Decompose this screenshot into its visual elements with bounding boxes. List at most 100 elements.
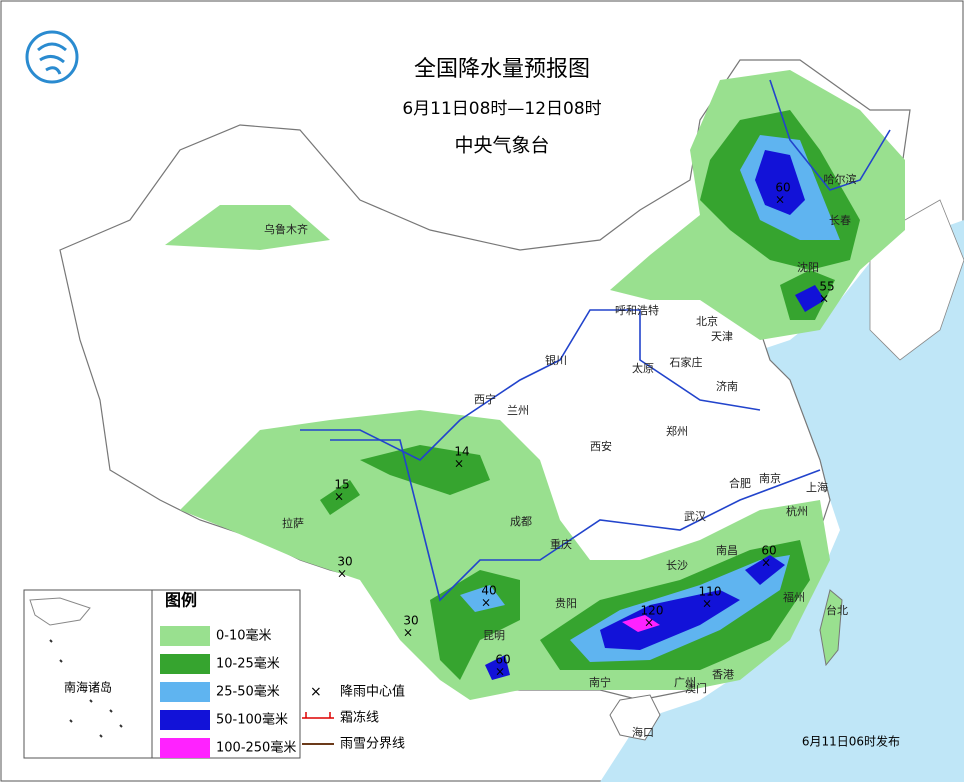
legend-label: 25-50毫米 — [216, 684, 280, 700]
rain-center-value: 30 — [337, 555, 352, 569]
legend-label: 0-10毫米 — [216, 628, 272, 644]
legend-symbol-label: 雨雪分界线 — [340, 737, 405, 752]
legend-label: 10-25毫米 — [216, 656, 280, 672]
legend-swatch — [160, 710, 210, 730]
rain-center-mark: × — [334, 490, 344, 504]
rain-center-mark: × — [337, 567, 347, 581]
sea — [600, 220, 964, 782]
city-label: 西宁 — [474, 392, 496, 406]
rain-center-value: 30 — [403, 614, 418, 628]
legend-label: 100-250毫米 — [216, 740, 296, 756]
city-label: 重庆 — [550, 537, 572, 551]
city-label: 西安 — [590, 439, 612, 453]
city-label: 南昌 — [716, 544, 738, 557]
rain-center-mark: × — [481, 596, 491, 610]
zone-50-100 — [600, 590, 740, 650]
zone-50-100 — [755, 150, 805, 215]
city-label: 福州 — [783, 590, 805, 604]
city-label: 济南 — [716, 379, 738, 393]
agency: 中央气象台 — [454, 135, 549, 157]
legend-symbol-label: 降雨中心值 — [340, 684, 405, 700]
zone-0-10 — [165, 205, 330, 250]
issued-time: 6月11日06时发布 — [802, 734, 900, 749]
city-label: 银川 — [545, 353, 567, 367]
city-label: 香港 — [712, 668, 734, 681]
city-label: 长沙 — [666, 559, 688, 572]
city-label: 乌鲁木齐 — [264, 222, 308, 236]
rain-center-mark: × — [644, 616, 654, 630]
map-title: 全国降水量预报图 — [414, 57, 590, 82]
rain-center-mark: × — [819, 292, 829, 306]
rain-center-value: 60 — [761, 544, 776, 558]
inset-coast — [29, 597, 91, 626]
legend-symbol — [302, 712, 334, 719]
rain-center-value: 60 — [495, 653, 510, 667]
zone-10-25 — [360, 445, 490, 495]
inset-islands — [49, 639, 123, 738]
zone-25-50 — [460, 585, 505, 612]
logo-mark — [37, 42, 67, 75]
legend-swatch — [160, 738, 210, 758]
city-label: 兰州 — [507, 404, 529, 417]
zone-50-100 — [795, 285, 825, 312]
city-label: 拉萨 — [282, 516, 304, 530]
rain-center-value: 40 — [481, 584, 496, 598]
city-label: 南宁 — [589, 675, 611, 689]
city-label: 沈阳 — [797, 260, 819, 274]
city-label: 合肥 — [729, 476, 751, 490]
rain-zones — [165, 70, 905, 700]
city-label: 澳门 — [685, 681, 707, 695]
city-label: 太原 — [632, 362, 654, 375]
rain-center-mark: × — [775, 193, 785, 207]
rain-center-mark: × — [495, 665, 505, 679]
legend-swatch — [160, 626, 210, 646]
map-subtitle: 6月11日08时—12日08时 — [402, 99, 601, 119]
legend-swatch — [160, 682, 210, 702]
zone-50-100 — [745, 555, 785, 585]
city-label: 呼和浩特 — [615, 303, 659, 317]
rain-center-value: 55 — [819, 280, 834, 294]
city-label: 贵阳 — [555, 597, 577, 610]
city-label: 杭州 — [786, 504, 808, 518]
zone-10-25 — [320, 480, 360, 515]
city-label: 石家庄 — [670, 355, 703, 369]
city-label: 郑州 — [666, 424, 688, 438]
legend-symbol: × — [310, 684, 322, 700]
rain-center-value: 110 — [699, 585, 722, 599]
rain-center-value: 14 — [454, 445, 469, 459]
yellow-river — [300, 309, 761, 461]
rain-center-mark: × — [761, 556, 771, 570]
legend-swatch — [160, 654, 210, 674]
city-label: 成都 — [510, 515, 532, 528]
city-label: 哈尔滨 — [824, 172, 857, 186]
zone-50-100 — [485, 655, 510, 680]
rain-center-value: 15 — [334, 478, 349, 492]
city-label: 南京 — [759, 471, 781, 485]
inset-label: 南海诸岛 — [64, 680, 112, 695]
legend-label: 50-100毫米 — [216, 712, 288, 728]
rain-center-value: 60 — [775, 181, 790, 195]
taiwan — [819, 589, 843, 667]
rain-center-mark: × — [454, 457, 464, 471]
city-label: 长春 — [829, 214, 851, 227]
rain-centers: ×60×55×14×15×30×40×30×60×120 ×110×60 — [334, 181, 835, 679]
legend-symbol-label: 霜冻线 — [340, 710, 379, 726]
city-label: 天津 — [711, 330, 733, 343]
legend-title: 图例 — [165, 591, 197, 610]
city-label: 台北 — [826, 603, 848, 617]
songhua-river — [769, 79, 891, 191]
city-label: 武汉 — [684, 510, 706, 523]
legend: 0-10毫米 10-25毫米 25-50毫米 50-100毫米 100-250毫米 × 降雨… — [160, 626, 405, 758]
rain-center-value: 120 — [641, 604, 664, 618]
city-label: 昆明 — [483, 629, 505, 642]
city-label: 广州 — [674, 676, 696, 689]
city-label: 北京 — [696, 314, 718, 328]
city-label: 上海 — [806, 480, 828, 494]
rain-center-mark: × — [403, 626, 413, 640]
zone-100-250 — [622, 615, 660, 632]
hainan — [609, 694, 661, 741]
rain-center-mark: × — [702, 597, 712, 611]
yangtze-river — [330, 439, 821, 602]
